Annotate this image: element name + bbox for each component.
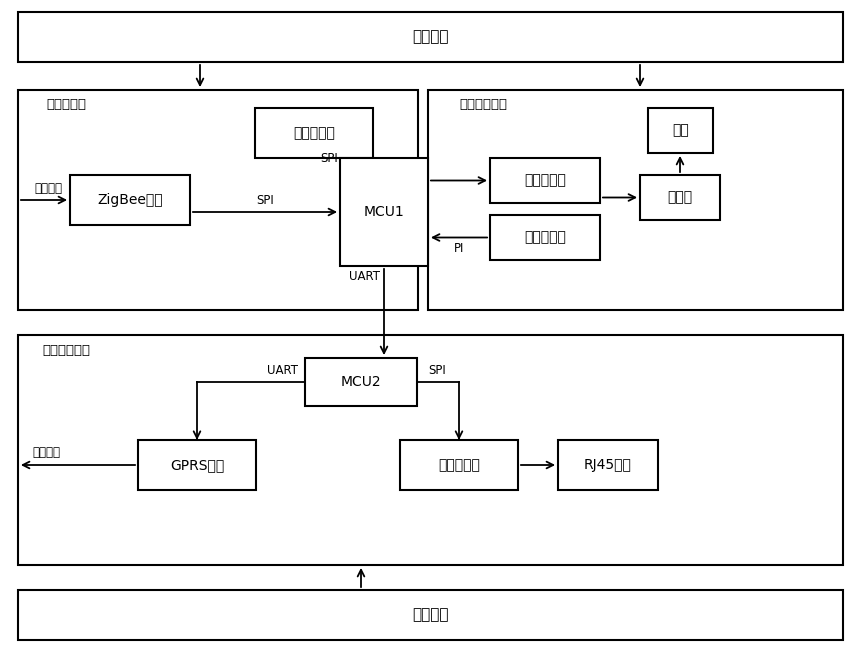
Text: 吸盘天线: 吸盘天线	[34, 182, 62, 195]
Text: 远程接入模块: 远程接入模块	[42, 343, 90, 356]
Bar	[400, 440, 518, 490]
Text: PI: PI	[454, 242, 464, 255]
Bar	[490, 215, 600, 260]
Text: 继电器: 继电器	[667, 191, 692, 205]
Bar	[428, 90, 843, 310]
Text: 吸盘天线: 吸盘天线	[32, 447, 60, 459]
Bar	[70, 175, 190, 225]
Text: 风扇: 风扇	[672, 123, 689, 137]
Text: 电流驱动器: 电流驱动器	[524, 174, 566, 187]
Text: GPRS模块: GPRS模块	[170, 458, 224, 472]
Bar	[255, 108, 373, 158]
Text: SPI: SPI	[428, 364, 446, 376]
Text: ZigBee模块: ZigBee模块	[97, 193, 163, 207]
Bar	[18, 335, 843, 565]
Text: 以太网模块: 以太网模块	[438, 458, 480, 472]
Bar	[18, 90, 418, 310]
Bar	[138, 440, 256, 490]
Text: SPI: SPI	[256, 195, 274, 207]
Text: 电源模块: 电源模块	[412, 30, 449, 44]
Text: SPI: SPI	[320, 152, 338, 164]
Text: 管理控制模块: 管理控制模块	[459, 98, 507, 112]
Text: UART: UART	[268, 364, 299, 376]
Text: 协调器模块: 协调器模块	[46, 98, 86, 112]
Bar	[305, 358, 417, 406]
Text: UART: UART	[349, 269, 380, 282]
Text: 数据存储器: 数据存储器	[293, 126, 335, 140]
Text: 电源模块: 电源模块	[412, 607, 449, 622]
Text: MCU1: MCU1	[363, 205, 405, 219]
Bar	[340, 158, 428, 266]
Text: RJ45接口: RJ45接口	[584, 458, 632, 472]
Bar	[490, 158, 600, 203]
Text: MCU2: MCU2	[341, 375, 381, 389]
Bar	[558, 440, 658, 490]
Bar	[18, 590, 843, 640]
Bar	[648, 108, 713, 153]
Bar	[640, 175, 720, 220]
Text: 温度传感器: 温度传感器	[524, 230, 566, 244]
Bar	[18, 12, 843, 62]
